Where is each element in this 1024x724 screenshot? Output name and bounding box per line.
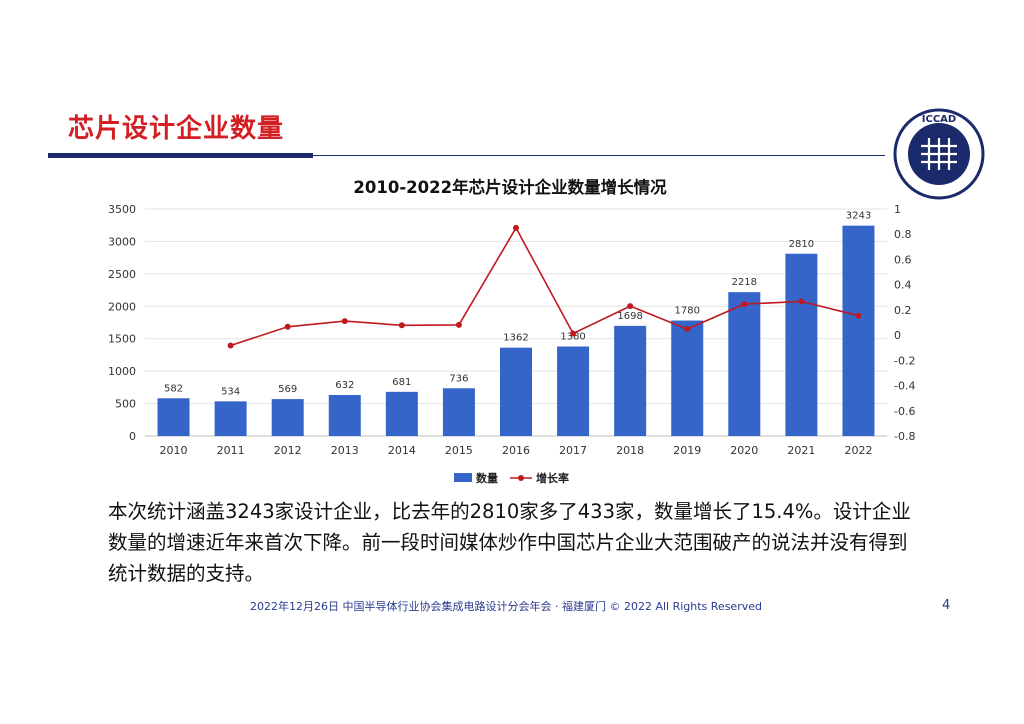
bar-data-label: 1380 [560,331,585,342]
left-tick-label: 1000 [108,365,136,378]
left-tick-label: 3000 [108,235,136,248]
growth-point [455,321,462,328]
bar-data-label: 736 [449,373,468,384]
title-rule [313,155,885,156]
x-tick-label: 2016 [502,444,530,457]
legend-label-count: 数量 [476,471,498,485]
bar-data-label: 582 [164,383,183,394]
bars [157,225,875,436]
bar [500,347,532,436]
bar-data-label: 569 [278,384,297,395]
bar-data-label: 681 [392,377,411,388]
growth-point [513,224,519,231]
iccad-logo-text: ICCAD [922,114,956,125]
x-tick-label: 2010 [160,444,188,457]
x-tick-label: 2020 [730,444,758,457]
bar [842,225,875,436]
title-underline [48,153,313,158]
left-tick-label: 0 [129,430,136,443]
legend: 数量 增长率 [454,471,569,485]
x-axis-ticks: 2010 2011 2012 2013 2014 2015 2016 2017 2018 2019… [160,444,873,457]
growth-point [741,301,748,308]
bar [214,401,247,436]
right-tick-label: -0.8 [894,430,915,443]
bar [785,253,818,436]
growth-line [227,224,862,349]
growth-point [855,312,862,319]
left-tick-label: 3500 [108,203,136,216]
bar-data-label: 534 [221,386,240,397]
right-tick-label: 0.2 [894,304,912,317]
right-tick-label: 0.4 [894,279,912,292]
x-tick-label: 2014 [388,444,416,457]
left-tick-label: 500 [115,398,136,411]
legend-label-growth: 增长率 [536,471,569,485]
bar [385,391,418,436]
body-paragraph: 本次统计涵盖3243家设计企业，比去年的2810家多了433家，数量增长了15.… [108,500,911,585]
bar-data-label: 3243 [846,211,871,222]
growth-point [798,298,805,305]
bar-data-label: 1362 [503,333,528,344]
slide-title: 芯片设计企业数量 [68,114,285,144]
growth-point [284,323,291,330]
bar [671,320,704,436]
x-tick-label: 2015 [445,444,473,457]
bar-data-label: 1698 [617,311,642,322]
x-tick-label: 2013 [331,444,359,457]
left-axis-ticks: 0 500 1000 1500 2000 2500 3000 3500 [108,203,136,443]
x-tick-label: 2019 [673,444,701,457]
left-tick-label: 2000 [108,300,136,313]
page-number: 4 [942,598,951,613]
growth-point [341,318,348,325]
x-tick-label: 2012 [274,444,302,457]
x-tick-label: 2018 [616,444,644,457]
right-tick-label: 0.6 [894,253,912,266]
footer-text: 2022年12月26日 中国半导体行业协会集成电路设计分会年会 · 福建厦门 ©… [250,600,762,613]
right-tick-label: 1 [894,203,901,216]
chart-title: 2010-2022年芯片设计企业数量增长情况 [353,177,667,197]
bar-data-label: 1780 [675,306,700,317]
x-tick-label: 2021 [787,444,815,457]
growth-point [227,342,234,349]
bar [442,388,475,436]
legend-swatch-bar [454,473,472,482]
left-tick-label: 1500 [108,333,136,346]
bar [557,346,590,436]
growth-point [627,303,634,310]
bar [728,292,761,436]
iccad-logo: ICCAD [893,108,985,200]
bar-data-label: 2810 [789,239,814,250]
growth-point [570,330,577,337]
growth-line-path [230,226,859,347]
x-tick-label: 2011 [217,444,245,457]
right-tick-label: 0 [894,329,901,342]
x-tick-label: 2017 [559,444,587,457]
right-tick-label: -0.2 [894,354,915,367]
left-tick-label: 2500 [108,268,136,281]
bar [614,325,647,436]
legend-swatch-dot [518,475,524,481]
bar-data-label: 2218 [732,277,757,288]
right-axis-ticks: -0.8 -0.6 -0.4 -0.2 0 0.2 0.4 0.6 0.8 1 [894,203,915,443]
growth-point [398,322,405,329]
right-tick-label: -0.4 [894,380,915,393]
bar-data-labels: 582 534 569 632 681 736 1362 1380 1698 1780 2218 28… [164,211,871,398]
bar [271,399,304,436]
right-tick-label: -0.6 [894,405,915,418]
bar-data-label: 632 [335,380,354,391]
bar [157,398,190,436]
bar [328,395,361,436]
growth-point [684,326,691,333]
right-tick-label: 0.8 [894,228,912,241]
x-tick-label: 2022 [844,444,872,457]
